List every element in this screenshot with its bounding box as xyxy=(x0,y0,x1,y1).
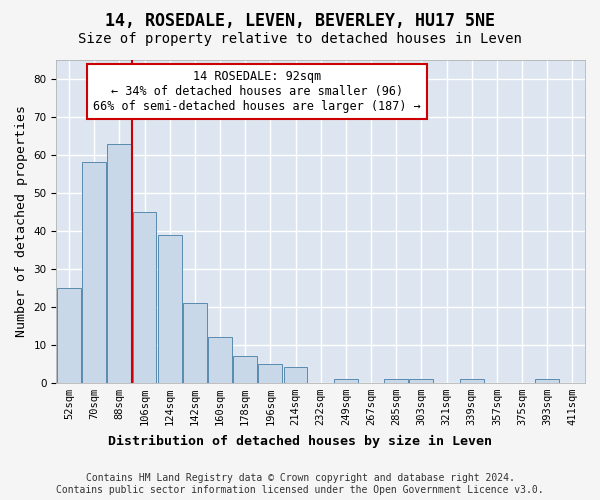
Bar xyxy=(334,379,358,382)
Y-axis label: Number of detached properties: Number of detached properties xyxy=(15,106,28,338)
Bar xyxy=(535,379,559,382)
Bar xyxy=(183,303,207,382)
Text: 14, ROSEDALE, LEVEN, BEVERLEY, HU17 5NE: 14, ROSEDALE, LEVEN, BEVERLEY, HU17 5NE xyxy=(105,12,495,30)
Bar xyxy=(208,337,232,382)
Bar xyxy=(460,379,484,382)
Text: 14 ROSEDALE: 92sqm
← 34% of detached houses are smaller (96)
66% of semi-detache: 14 ROSEDALE: 92sqm ← 34% of detached hou… xyxy=(94,70,421,112)
Bar xyxy=(384,379,408,382)
Bar xyxy=(82,162,106,382)
Bar xyxy=(233,356,257,382)
Bar xyxy=(284,368,307,382)
Bar xyxy=(158,234,182,382)
Bar xyxy=(133,212,157,382)
Bar xyxy=(107,144,131,382)
Bar xyxy=(259,364,283,382)
Text: Size of property relative to detached houses in Leven: Size of property relative to detached ho… xyxy=(78,32,522,46)
Text: Distribution of detached houses by size in Leven: Distribution of detached houses by size … xyxy=(108,435,492,448)
Bar xyxy=(409,379,433,382)
Bar xyxy=(57,288,81,382)
Text: Contains HM Land Registry data © Crown copyright and database right 2024.
Contai: Contains HM Land Registry data © Crown c… xyxy=(56,474,544,495)
